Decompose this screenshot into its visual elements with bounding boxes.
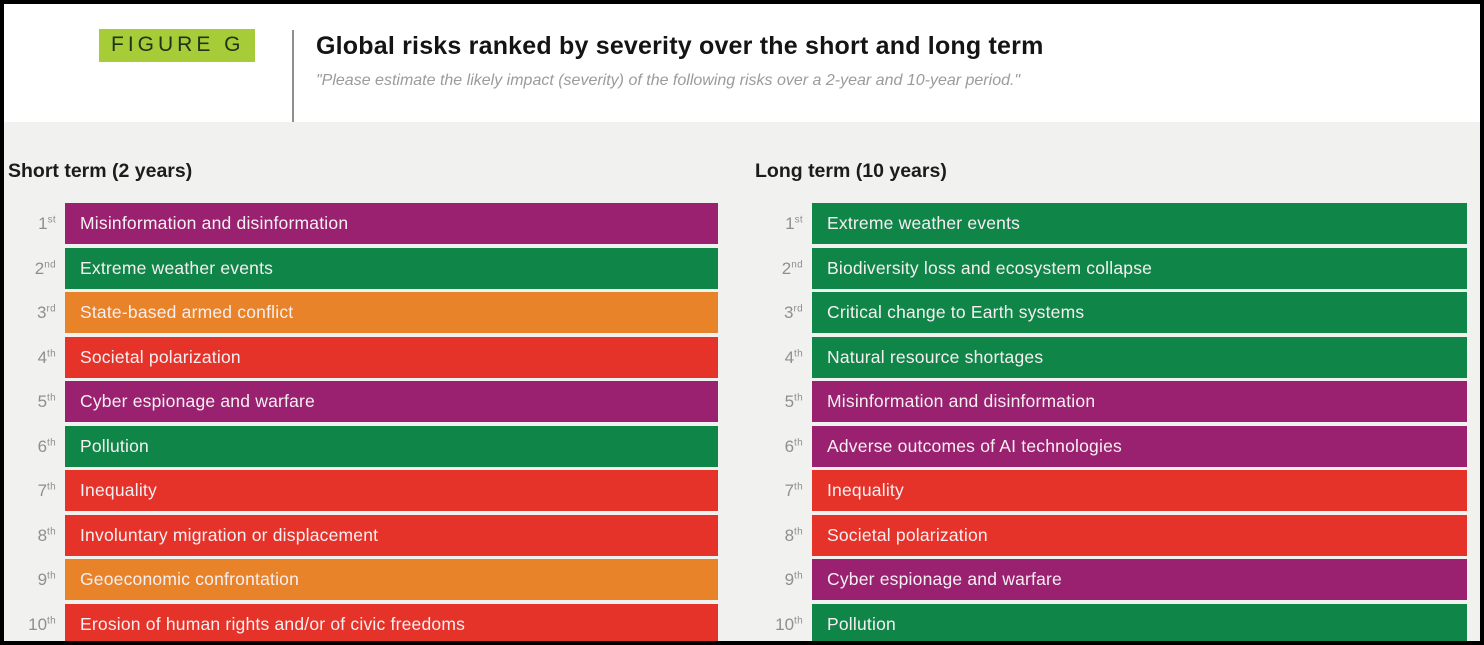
risk-row: 6th Adverse outcomes of AI technologies [755,425,1467,467]
risk-bar: Inequality [65,470,718,511]
header-divider [292,30,294,122]
risk-bar: Adverse outcomes of AI technologies [812,425,1467,467]
risk-label: Adverse outcomes of AI technologies [827,435,1122,456]
risk-row: 1st Misinformation and disinformation [8,203,718,244]
risk-bar: Erosion of human rights and/or of civic … [65,603,718,641]
risk-label: Inequality [80,480,157,500]
rank-label: 4th [784,347,803,367]
short-term-panel: Short term (2 years) 1st Misinformation a… [8,122,718,641]
risk-row: 6th Pollution [8,425,718,467]
risk-row: 3rd Critical change to Earth systems [755,292,1467,333]
risk-row: 10th Erosion of human rights and/or of ci… [8,603,718,641]
risk-label: Natural resource shortages [827,346,1044,367]
short-term-rows: 1st Misinformation and disinformation 2nd E… [8,203,718,641]
risk-row: 8th Societal polarization [755,514,1467,556]
risk-label: Societal polarization [827,524,988,545]
risk-row: 5th Misinformation and disinformation [755,381,1467,422]
risk-bar: Cyber espionage and warfare [812,559,1467,600]
risk-label: Critical change to Earth systems [827,302,1085,322]
risk-bar: Extreme weather events [812,203,1467,244]
risk-label: Involuntary migration or displacement [80,524,379,545]
risk-bar: Pollution [812,603,1467,641]
risk-row: 7th Inequality [8,470,718,511]
risk-label: Cyber espionage and warfare [80,391,315,411]
rank-label: 1st [38,214,56,233]
risk-bar: Misinformation and disinformation [812,381,1467,422]
risk-bar: Critical change to Earth systems [812,292,1467,333]
rank-label: 1st [785,214,803,233]
risk-row: 1st Extreme weather events [755,203,1467,244]
risk-label: Inequality [827,480,904,500]
rank-label: 7th [784,481,803,500]
risk-label: Pollution [827,613,896,634]
risk-bar: Natural resource shortages [812,336,1467,378]
risk-label: State-based armed conflict [80,302,294,322]
risk-label: Pollution [80,435,149,456]
rank-label: 7th [37,481,56,500]
risk-label: Misinformation and disinformation [80,213,349,233]
rank-label: 3rd [784,303,803,322]
rank-label: 6th [784,436,803,456]
rank-label: 5th [784,392,803,411]
short-term-heading: Short term (2 years) [8,160,193,182]
rank-label: 2nd [781,258,803,278]
risk-row: 7th Inequality [755,470,1467,511]
rank-label: 10th [28,614,56,634]
rank-label: 5th [37,392,56,411]
risk-row: 4th Societal polarization [8,336,718,378]
risk-label: Biodiversity loss and ecosystem collapse [827,257,1153,278]
risk-row: 8th Involuntary migration or displacement [8,514,718,556]
chart-board: Short term (2 years) 1st Misinformation a… [4,122,1480,641]
risk-label: Cyber espionage and warfare [827,569,1062,589]
risk-bar: Biodiversity loss and ecosystem collapse [812,247,1467,289]
figure-subtitle: "Please estimate the likely impact (seve… [316,72,1021,89]
rank-label: 9th [784,570,803,589]
risk-bar: Misinformation and disinformation [65,203,718,244]
risk-bar: Geoeconomic confrontation [65,559,718,600]
figure-title: Global risks ranked by severity over the… [316,32,1044,60]
rank-label: 8th [784,525,803,545]
rank-label: 6th [37,436,56,456]
risk-bar: State-based armed conflict [65,292,718,333]
risk-label: Erosion of human rights and/or of civic … [80,613,466,634]
risk-label: Societal polarization [80,346,241,367]
risk-bar: Extreme weather events [65,247,718,289]
long-term-heading: Long term (10 years) [755,160,947,182]
risk-bar: Inequality [812,470,1467,511]
rank-label: 2nd [34,258,56,278]
rank-label: 4th [37,347,56,367]
long-term-rows: 1st Extreme weather events 2nd Biodiversity… [755,203,1467,641]
figure-tag: FIGURE G [99,29,255,62]
risk-row: 2nd Extreme weather events [8,247,718,289]
risk-row: 2nd Biodiversity loss and ecosystem colla… [755,247,1467,289]
risk-row: 3rd State-based armed conflict [8,292,718,333]
risk-row: 5th Cyber espionage and warfare [8,381,718,422]
risk-row: 10th Pollution [755,603,1467,641]
risk-bar: Pollution [65,425,718,467]
risk-label: Extreme weather events [827,213,1021,233]
risk-row: 9th Cyber espionage and warfare [755,559,1467,600]
rank-label: 8th [37,525,56,545]
risk-label: Geoeconomic confrontation [80,569,300,589]
risk-row: 4th Natural resource shortages [755,336,1467,378]
risk-label: Misinformation and disinformation [827,391,1096,411]
risk-row: 9th Geoeconomic confrontation [8,559,718,600]
long-term-panel: Long term (10 years) 1st Extreme weather … [755,122,1467,641]
risk-label: Extreme weather events [80,257,274,278]
risk-bar: Societal polarization [65,336,718,378]
risk-bar: Involuntary migration or displacement [65,514,718,556]
rank-label: 3rd [37,303,56,322]
risk-bar: Societal polarization [812,514,1467,556]
risk-bar: Cyber espionage and warfare [65,381,718,422]
rank-label: 10th [775,614,803,634]
rank-label: 9th [37,570,56,589]
